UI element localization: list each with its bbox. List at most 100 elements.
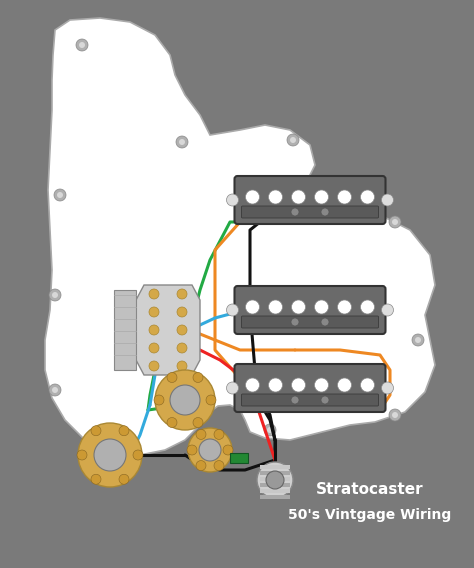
Circle shape — [382, 382, 393, 394]
Polygon shape — [45, 18, 435, 455]
Circle shape — [214, 429, 224, 440]
Circle shape — [76, 39, 88, 51]
Circle shape — [49, 289, 61, 301]
Circle shape — [149, 307, 159, 317]
Circle shape — [266, 471, 284, 489]
Circle shape — [199, 439, 221, 461]
Circle shape — [321, 318, 329, 326]
Circle shape — [315, 300, 328, 314]
Circle shape — [149, 289, 159, 299]
Circle shape — [206, 395, 216, 405]
FancyBboxPatch shape — [235, 364, 385, 412]
Circle shape — [415, 337, 421, 343]
Circle shape — [149, 325, 159, 335]
Circle shape — [268, 300, 283, 314]
Circle shape — [52, 387, 58, 393]
Circle shape — [193, 373, 203, 382]
Circle shape — [291, 396, 299, 404]
Circle shape — [268, 378, 283, 392]
Circle shape — [267, 427, 273, 433]
Circle shape — [188, 428, 232, 472]
Circle shape — [291, 318, 299, 326]
Circle shape — [170, 385, 200, 415]
Circle shape — [94, 439, 126, 471]
Circle shape — [337, 378, 352, 392]
Circle shape — [177, 289, 187, 299]
Circle shape — [177, 361, 187, 371]
Circle shape — [337, 300, 352, 314]
Text: Stratocaster: Stratocaster — [316, 482, 424, 498]
FancyBboxPatch shape — [241, 394, 379, 406]
Circle shape — [119, 474, 129, 485]
Circle shape — [52, 292, 58, 298]
Bar — [230, 453, 248, 463]
Circle shape — [54, 189, 66, 201]
Circle shape — [155, 370, 215, 430]
Circle shape — [389, 216, 401, 228]
Circle shape — [246, 190, 259, 204]
Circle shape — [187, 445, 197, 455]
Circle shape — [227, 194, 238, 206]
Bar — [260, 477, 290, 481]
Circle shape — [246, 300, 259, 314]
Circle shape — [57, 192, 63, 198]
Circle shape — [78, 423, 142, 487]
FancyBboxPatch shape — [241, 206, 379, 218]
Circle shape — [177, 343, 187, 353]
Bar — [260, 495, 290, 499]
Circle shape — [315, 190, 328, 204]
Circle shape — [246, 378, 259, 392]
Circle shape — [79, 42, 85, 48]
Bar — [260, 465, 290, 469]
Bar — [260, 489, 290, 493]
Circle shape — [291, 208, 299, 216]
Circle shape — [382, 304, 393, 316]
Circle shape — [361, 378, 374, 392]
Circle shape — [382, 194, 393, 206]
Circle shape — [392, 412, 398, 418]
Circle shape — [264, 424, 276, 436]
Circle shape — [193, 417, 203, 428]
Circle shape — [361, 190, 374, 204]
Circle shape — [292, 190, 306, 204]
Circle shape — [227, 304, 238, 316]
Circle shape — [154, 395, 164, 405]
Circle shape — [149, 343, 159, 353]
Circle shape — [179, 139, 185, 145]
Circle shape — [227, 382, 238, 394]
Circle shape — [214, 461, 224, 471]
Circle shape — [91, 474, 101, 485]
Circle shape — [114, 442, 126, 454]
Circle shape — [290, 137, 296, 143]
Circle shape — [268, 190, 283, 204]
Circle shape — [321, 396, 329, 404]
Circle shape — [119, 426, 129, 436]
FancyBboxPatch shape — [235, 286, 385, 334]
FancyBboxPatch shape — [235, 176, 385, 224]
Circle shape — [392, 219, 398, 225]
Circle shape — [177, 307, 187, 317]
Circle shape — [223, 445, 233, 455]
Circle shape — [196, 429, 206, 440]
Bar — [114, 290, 136, 370]
Circle shape — [315, 378, 328, 392]
FancyBboxPatch shape — [241, 316, 379, 328]
Circle shape — [176, 136, 188, 148]
Bar — [260, 483, 290, 487]
Circle shape — [389, 409, 401, 421]
Circle shape — [287, 134, 299, 146]
Circle shape — [177, 325, 187, 335]
Circle shape — [412, 334, 424, 346]
Circle shape — [167, 373, 177, 382]
Circle shape — [337, 190, 352, 204]
Circle shape — [91, 426, 101, 436]
Circle shape — [321, 208, 329, 216]
Circle shape — [196, 461, 206, 471]
Polygon shape — [136, 285, 200, 375]
Circle shape — [292, 300, 306, 314]
Circle shape — [149, 361, 159, 371]
Circle shape — [257, 462, 293, 498]
Circle shape — [77, 450, 87, 460]
Circle shape — [49, 384, 61, 396]
Circle shape — [361, 300, 374, 314]
